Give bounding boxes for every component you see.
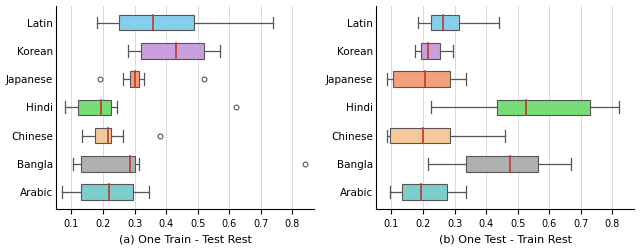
FancyBboxPatch shape: [119, 15, 195, 30]
FancyBboxPatch shape: [421, 43, 440, 59]
FancyBboxPatch shape: [95, 128, 111, 144]
FancyBboxPatch shape: [81, 184, 133, 200]
FancyBboxPatch shape: [393, 71, 450, 87]
FancyBboxPatch shape: [497, 100, 590, 115]
FancyBboxPatch shape: [431, 15, 460, 30]
FancyBboxPatch shape: [141, 43, 204, 59]
FancyBboxPatch shape: [465, 156, 538, 172]
FancyBboxPatch shape: [130, 71, 140, 87]
FancyBboxPatch shape: [390, 128, 450, 144]
X-axis label: (a) One Train - Test Rest: (a) One Train - Test Rest: [118, 234, 252, 244]
FancyBboxPatch shape: [77, 100, 111, 115]
FancyBboxPatch shape: [81, 156, 134, 172]
FancyBboxPatch shape: [403, 184, 447, 200]
X-axis label: (b) One Test - Train Rest: (b) One Test - Train Rest: [438, 234, 572, 244]
